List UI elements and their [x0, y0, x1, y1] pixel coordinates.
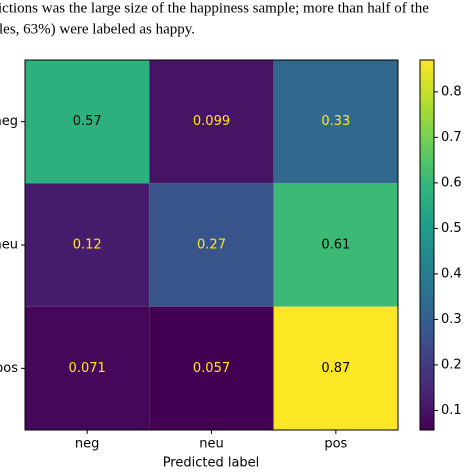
- cell-value-label: 0.57: [73, 114, 102, 129]
- colorbar-tick-label: 0.6: [441, 175, 462, 190]
- colorbar-tick-label: 0.2: [441, 357, 462, 372]
- heatmap-cell: [149, 306, 274, 430]
- heatmap-cell: [149, 183, 274, 307]
- x-tick-label: neg: [75, 437, 100, 452]
- cell-value-label: 0.87: [321, 361, 350, 376]
- cell-value-label: 0.61: [321, 238, 350, 253]
- heatmap-cell: [25, 60, 150, 184]
- y-tick-label: neu: [0, 238, 18, 253]
- heatmap-cell: [25, 306, 150, 430]
- heatmap-cell: [273, 306, 398, 430]
- cell-value-label: 0.071: [69, 361, 106, 376]
- caption-line: ictions was the large size of the happin…: [0, 0, 429, 16]
- colorbar-tick-label: 0.1: [441, 403, 462, 418]
- heatmap-cell: [273, 60, 398, 184]
- x-tick-label: pos: [324, 437, 347, 452]
- caption-line: les, 63%) were labeled as happy.: [0, 21, 195, 37]
- cell-value-label: 0.057: [193, 361, 230, 376]
- x-axis-label: Predicted label: [163, 456, 260, 471]
- y-tick-label: neg: [0, 114, 18, 129]
- heatmap-cell: [273, 183, 398, 307]
- cell-value-label: 0.27: [197, 238, 226, 253]
- heatmap-cell: [25, 183, 150, 307]
- colorbar-tick-label: 0.5: [441, 221, 462, 236]
- colorbar: [419, 59, 435, 431]
- cell-value-label: 0.099: [193, 114, 230, 129]
- cell-value-label: 0.33: [321, 114, 350, 129]
- colorbar-tick-label: 0.8: [441, 84, 462, 99]
- colorbar-tick-label: 0.7: [441, 130, 462, 145]
- heatmap-cell: [149, 60, 274, 184]
- y-tick-label: pos: [0, 361, 18, 376]
- colorbar-tick-label: 0.4: [441, 266, 462, 281]
- cell-value-label: 0.12: [73, 238, 102, 253]
- colorbar-tick-label: 0.3: [441, 312, 462, 327]
- x-tick-label: neu: [199, 437, 223, 452]
